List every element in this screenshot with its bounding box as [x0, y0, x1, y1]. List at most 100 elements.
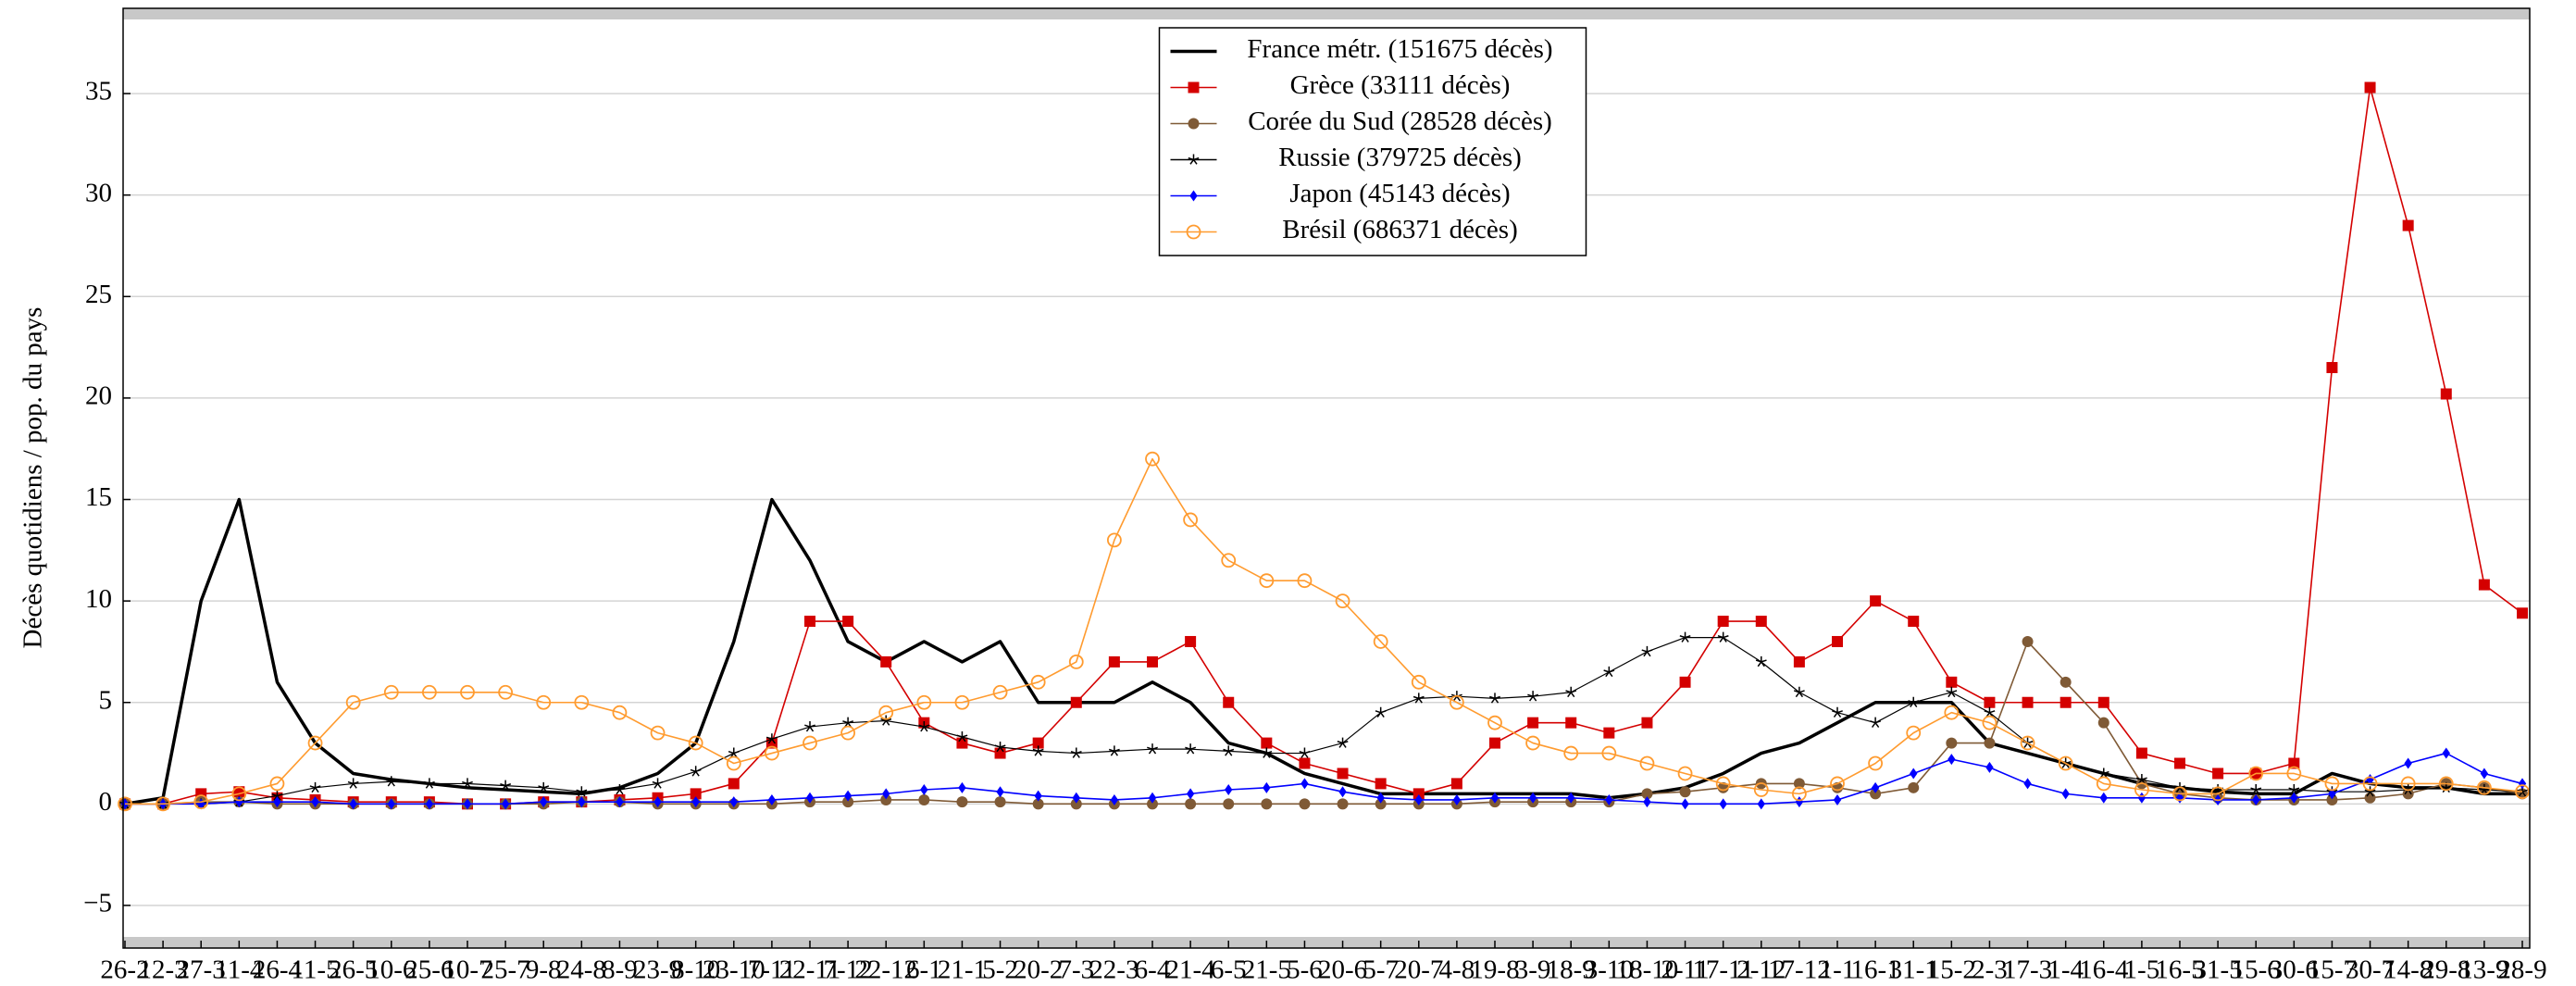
- marker: [1908, 616, 1920, 628]
- marker: [1717, 616, 1729, 628]
- legend-label: Brésil (686371 décès): [1282, 215, 1518, 244]
- x-tick-label: 15-6: [2232, 955, 2281, 985]
- x-tick-label: 21-1: [938, 955, 987, 985]
- x-tick-label: 16-5: [2155, 955, 2204, 985]
- marker: [1677, 766, 1693, 781]
- marker: [2288, 757, 2300, 769]
- marker: [1070, 747, 1082, 758]
- marker: [728, 778, 740, 790]
- marker: [1299, 747, 1311, 758]
- marker: [2517, 607, 2528, 619]
- marker: [269, 776, 285, 792]
- marker: [1375, 798, 1387, 810]
- marker: [1414, 793, 1423, 805]
- marker: [1719, 798, 1727, 810]
- x-tick-label: 24-8: [557, 955, 606, 985]
- marker: [1679, 676, 1691, 688]
- marker: [2212, 768, 2224, 780]
- x-tick-label: 5-7: [1363, 955, 1399, 985]
- marker: [1147, 743, 1158, 755]
- x-tick-label: 8-10: [671, 955, 720, 985]
- marker: [1946, 737, 1958, 749]
- marker: [1072, 792, 1080, 804]
- plot-frame: [122, 7, 2531, 949]
- marker: [1982, 715, 1997, 730]
- marker: [2060, 757, 2072, 768]
- marker: [1261, 798, 1273, 810]
- marker: [728, 747, 740, 758]
- marker: [2099, 792, 2108, 804]
- marker: [1070, 798, 1082, 810]
- marker: [2326, 362, 2338, 374]
- x-tick-label: 18-9: [1547, 955, 1596, 985]
- marker: [2020, 735, 2035, 751]
- x-tick-label: 4-8: [1439, 955, 1475, 985]
- marker: [1567, 792, 1575, 804]
- x-tick-label: 6-5: [1211, 955, 1247, 985]
- marker: [1871, 781, 1880, 793]
- x-tick-label: 17-3: [2003, 955, 2052, 985]
- x-tick-label: 6-4: [1135, 955, 1171, 985]
- y-tick-label: 5: [99, 685, 113, 715]
- marker: [2476, 780, 2492, 795]
- marker: [1563, 745, 1579, 761]
- marker: [1908, 696, 1920, 708]
- marker: [690, 766, 702, 777]
- marker: [691, 796, 700, 808]
- marker: [1487, 715, 1502, 730]
- marker: [1223, 798, 1235, 810]
- marker: [307, 735, 323, 751]
- x-tick-label: 30-7: [2346, 955, 2395, 985]
- x-tick-label: 7-12: [824, 955, 873, 985]
- marker: [1030, 674, 1046, 690]
- x-tick-label: 9-8: [526, 955, 562, 985]
- legend-box: [1158, 27, 1587, 256]
- x-tick-label: 7-11: [748, 955, 796, 985]
- x-tick-label: 30-6: [2270, 955, 2319, 985]
- marker: [956, 796, 968, 808]
- marker: [994, 796, 1006, 808]
- marker: [1299, 798, 1311, 810]
- marker: [804, 721, 815, 732]
- marker: [2290, 792, 2298, 804]
- marker: [1338, 786, 1347, 798]
- y-tick-label: 30: [85, 178, 112, 207]
- legend-label: France métr. (151675 décès): [1247, 34, 1552, 64]
- marker: [1188, 81, 1200, 94]
- marker: [1263, 781, 1271, 793]
- marker: [1832, 706, 1843, 718]
- x-tick-label: 23-9: [633, 955, 682, 985]
- marker: [1753, 782, 1769, 797]
- marker: [954, 694, 970, 710]
- marker: [1830, 776, 1845, 792]
- marker: [1717, 781, 1729, 793]
- marker: [2023, 778, 2032, 790]
- marker: [1833, 793, 1842, 805]
- marker: [1906, 725, 1922, 741]
- series-line: [124, 497, 2522, 806]
- marker: [2362, 776, 2378, 792]
- marker: [1147, 655, 1158, 668]
- marker: [385, 776, 397, 787]
- marker: [2060, 696, 2072, 708]
- marker: [840, 725, 856, 741]
- marker: [612, 705, 628, 720]
- x-tick-label: 15-7: [2308, 955, 2357, 985]
- x-tick-label: 16-1: [1851, 955, 1900, 985]
- marker: [2326, 793, 2338, 805]
- marker: [994, 747, 1006, 759]
- clip-band: [123, 8, 2530, 19]
- marker: [1679, 631, 1691, 643]
- marker: [2438, 776, 2454, 792]
- marker: [1300, 778, 1309, 790]
- marker: [1452, 793, 1462, 805]
- y-tick-label: 0: [99, 787, 113, 817]
- x-tick-label: 2-12: [1736, 955, 1786, 985]
- marker: [2248, 766, 2264, 781]
- x-tick-label: 10-7: [442, 955, 492, 985]
- marker: [2058, 755, 2073, 771]
- marker: [273, 796, 281, 808]
- marker: [956, 737, 968, 749]
- marker: [1603, 727, 1615, 739]
- marker: [1791, 786, 1807, 802]
